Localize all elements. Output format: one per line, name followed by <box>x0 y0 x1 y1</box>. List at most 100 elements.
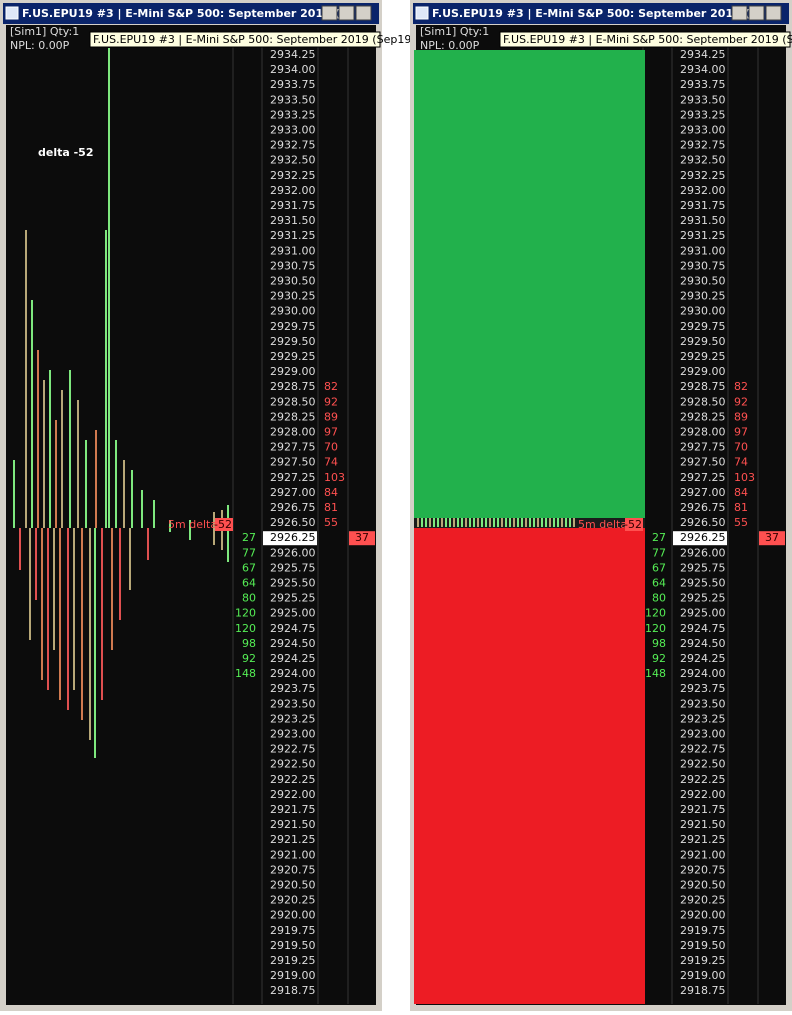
last-volume-box <box>759 531 785 546</box>
bid-size: 77 <box>652 546 666 559</box>
price-level: 2919.25 <box>270 954 316 967</box>
price-level: 2922.50 <box>680 758 726 771</box>
price-level: 2928.00 <box>680 426 726 439</box>
dom-window: F.US.EPU19 #3 | E-Mini S&P 500: Septembe… <box>0 0 416 1011</box>
price-level: 2932.00 <box>680 184 726 197</box>
title-bar <box>413 3 789 24</box>
price-level: 2919.50 <box>270 939 316 952</box>
price-level: 2929.50 <box>680 335 726 348</box>
price-level: 2931.75 <box>680 199 726 212</box>
maximize-button[interactable] <box>338 5 355 21</box>
price-level: 2928.50 <box>270 395 316 408</box>
price-level: 2923.25 <box>680 712 726 725</box>
window-title: F.US.EPU19 #3 | E-Mini S&P 500: Septembe… <box>22 7 352 20</box>
npl-label: NPL: 0.00P <box>420 39 480 52</box>
ask-size: 74 <box>734 456 748 469</box>
maximize-button[interactable] <box>748 5 765 21</box>
price-level: 2926.00 <box>270 546 316 559</box>
price-level: 2924.25 <box>680 652 726 665</box>
negative-delta-area <box>414 528 645 1004</box>
last-price-highlight <box>673 531 727 546</box>
minimize-button[interactable] <box>321 5 338 21</box>
price-level: 2921.50 <box>680 818 726 831</box>
price-level: 2933.75 <box>270 78 316 91</box>
price-level: 2934.25 <box>680 48 726 61</box>
price-level: 2921.50 <box>270 818 316 831</box>
price-level: 2930.00 <box>680 305 726 318</box>
price-level: 2933.00 <box>270 124 316 137</box>
ask-size: 82 <box>734 380 748 393</box>
price-level: 2932.00 <box>270 184 316 197</box>
price-level: 2933.00 <box>680 124 726 137</box>
bid-size: 120 <box>645 622 666 635</box>
price-level: 2926.75 <box>270 501 316 514</box>
bid-size: 148 <box>645 667 666 680</box>
close-button[interactable] <box>355 5 372 21</box>
delta-value: -52 <box>624 518 642 531</box>
price-level: 2919.00 <box>680 969 726 982</box>
bid-size: 27 <box>242 531 256 544</box>
ask-size: 70 <box>324 441 338 454</box>
ask-size: 84 <box>324 486 338 499</box>
price-level: 2927.25 <box>270 471 316 484</box>
price-level: 2933.25 <box>270 108 316 121</box>
price-level: 2933.50 <box>270 93 316 106</box>
price-level: 2924.75 <box>270 622 316 635</box>
price-level: 2920.75 <box>270 863 316 876</box>
price-level: 2921.00 <box>270 848 316 861</box>
price-level: 2925.25 <box>270 592 316 605</box>
price-level: 2919.25 <box>680 954 726 967</box>
price-level: 2921.00 <box>680 848 726 861</box>
price-level: 2931.00 <box>270 244 316 257</box>
delta-label: 5m delta <box>168 518 217 531</box>
bid-size: 92 <box>242 652 256 665</box>
ask-size: 70 <box>734 441 748 454</box>
bid-size: 80 <box>652 592 666 605</box>
last-volume: 37 <box>765 531 779 544</box>
bid-size: 120 <box>235 607 256 620</box>
ask-size: 97 <box>734 426 748 439</box>
ask-size: 55 <box>734 516 748 529</box>
price-level: 2929.25 <box>270 350 316 363</box>
price-level: 2929.75 <box>680 320 726 333</box>
price-level: 2933.25 <box>680 108 726 121</box>
content <box>6 25 376 1005</box>
tooltip-box <box>499 31 791 48</box>
tooltip: F.US.EPU19 #3 | E-Mini S&P 500: Septembe… <box>503 33 792 46</box>
price-level: 2932.75 <box>680 139 726 152</box>
price-level: 2924.25 <box>270 652 316 665</box>
ask-size: 92 <box>324 395 338 408</box>
price-level: 2924.00 <box>270 667 316 680</box>
delta-value-box <box>625 518 643 531</box>
bid-size: 64 <box>242 577 256 590</box>
price-level: 2928.25 <box>270 410 316 423</box>
tooltip-box <box>89 31 381 48</box>
bid-size: 67 <box>242 561 256 574</box>
bid-size: 98 <box>652 637 666 650</box>
price-level: 2928.75 <box>270 380 316 393</box>
price-level: 2919.50 <box>680 939 726 952</box>
price-level: 2934.00 <box>270 63 316 76</box>
ask-size: 55 <box>324 516 338 529</box>
app-icon <box>415 6 429 20</box>
price-level: 2926.50 <box>270 516 316 529</box>
price-level: 2928.75 <box>680 380 726 393</box>
ask-size: 81 <box>734 501 748 514</box>
price-level: 2925.50 <box>270 577 316 590</box>
price-level: 2928.00 <box>270 426 316 439</box>
last-volume: 37 <box>355 531 369 544</box>
price-level: 2922.00 <box>270 788 316 801</box>
minimize-button[interactable] <box>731 5 748 21</box>
positive-delta-area <box>414 50 645 518</box>
close-button[interactable] <box>765 5 782 21</box>
price-level: 2927.75 <box>680 441 726 454</box>
price-level: 2918.75 <box>270 984 316 997</box>
bid-size: 77 <box>242 546 256 559</box>
price-level: 2920.00 <box>270 909 316 922</box>
price-level: 2923.00 <box>270 728 316 741</box>
ask-size: 97 <box>324 426 338 439</box>
price-level: 2922.25 <box>680 773 726 786</box>
price-level: 2923.75 <box>680 682 726 695</box>
bid-size: 98 <box>242 637 256 650</box>
